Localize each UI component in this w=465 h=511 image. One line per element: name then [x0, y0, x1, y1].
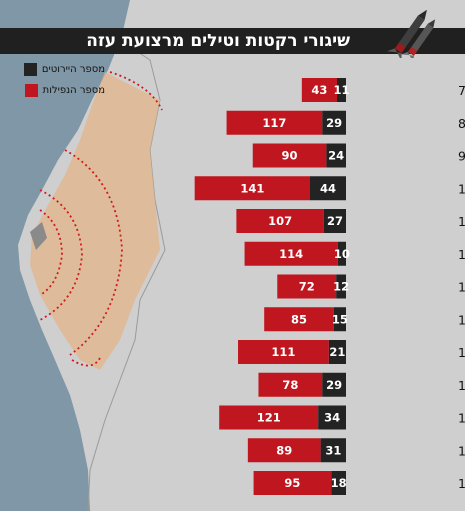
data-label-falls: 90: [282, 149, 298, 163]
category-label: שלישי 15.7: [458, 345, 465, 360]
data-label-falls: 121: [257, 411, 281, 425]
data-label-intercepts: 27: [327, 214, 343, 228]
threat-range-middle: [39, 189, 83, 321]
bar-falls: [252, 143, 327, 168]
legend-swatch-intercepts: [23, 62, 37, 76]
category-label: ראשון 13.7: [458, 280, 465, 295]
bar-intercepts: [326, 143, 346, 168]
legend-swatch-falls: [24, 83, 38, 97]
data-label-intercepts: 44: [320, 181, 336, 195]
data-label-intercepts: 15: [332, 312, 348, 326]
category-label: חמישי 17.7: [458, 411, 465, 426]
category-label: שלישי 8.7: [458, 116, 465, 131]
bar-falls: [194, 176, 311, 201]
bar-falls: [226, 110, 323, 135]
data-label-intercepts: 29: [326, 378, 342, 392]
rockets-icon: [386, 9, 436, 58]
bar-falls: [258, 372, 323, 397]
category-label: שבת 19.7: [458, 476, 465, 491]
category-label: שבת 12.7: [458, 247, 465, 262]
legend-intercepts: מספר היירוטים: [23, 62, 105, 76]
data-label-falls: 72: [299, 280, 315, 294]
bar-intercepts: [322, 110, 346, 135]
bar-intercepts: [320, 438, 346, 463]
data-label-falls: 114: [279, 247, 303, 261]
legend-falls: מספר הנפילות: [24, 83, 105, 97]
gaza-strip: [30, 222, 47, 250]
bar-falls: [277, 274, 337, 299]
data-label-intercepts: 11: [333, 83, 349, 97]
data-label-falls: 43: [311, 83, 327, 97]
data-label-intercepts: 29: [326, 116, 342, 130]
map-border: [87, 39, 166, 511]
bar-falls: [301, 78, 338, 102]
bar-intercepts: [337, 241, 346, 266]
category-label: חמישי 10.7: [458, 181, 465, 196]
bar-intercepts: [337, 78, 346, 102]
data-label-falls: 117: [262, 116, 286, 130]
data-label-falls: 111: [271, 345, 295, 359]
bar-falls: [238, 340, 329, 364]
data-label-falls: 78: [282, 378, 298, 392]
data-label-falls: 95: [284, 476, 300, 490]
bar-intercepts: [333, 307, 346, 332]
bar-falls: [253, 471, 332, 495]
bar-falls: [264, 307, 334, 332]
category-label: רביעי 9.7: [458, 149, 465, 164]
data-label-intercepts: 10: [334, 247, 350, 261]
data-label-falls: 89: [276, 443, 292, 457]
bar-falls: [236, 209, 324, 233]
category-label: שני 14.7: [458, 312, 465, 327]
legend-label-intercepts: מספר היירוטים: [41, 63, 105, 75]
title-bar: [0, 28, 465, 54]
bar-intercepts: [331, 471, 346, 495]
data-label-intercepts: 34: [324, 411, 340, 425]
bar-intercepts: [310, 176, 346, 201]
data-label-intercepts: 12: [333, 280, 349, 294]
bar-intercepts: [318, 405, 346, 430]
threat-range-outer: [64, 149, 123, 356]
chart-title: שיגורי רקטות וטילים מרצועת עזה: [86, 31, 350, 51]
category-label: שישי 11.7: [458, 214, 465, 229]
data-label-intercepts: 21: [329, 345, 345, 359]
bar-intercepts: [328, 340, 346, 364]
bar-intercepts: [336, 274, 346, 299]
bar-intercepts: [322, 372, 346, 397]
data-label-intercepts: 18: [331, 476, 347, 490]
data-label-falls: 107: [268, 214, 292, 228]
bar-falls: [219, 405, 319, 430]
threat-zone: [30, 72, 160, 370]
data-label-intercepts: 24: [328, 149, 344, 163]
bar-falls: [247, 438, 321, 463]
bar-falls: [244, 241, 338, 266]
category-label: שני 7.7: [458, 83, 465, 98]
category-label: שישי 18.7: [458, 443, 465, 458]
threat-range-north: [109, 71, 163, 111]
data-label-falls: 85: [291, 312, 307, 326]
category-label: רביעי 16.7: [458, 378, 465, 393]
bar-intercepts: [323, 209, 346, 233]
data-label-falls: 141: [240, 181, 264, 195]
legend-label-falls: מספר הנפילות: [42, 84, 105, 96]
data-label-intercepts: 31: [325, 443, 341, 457]
